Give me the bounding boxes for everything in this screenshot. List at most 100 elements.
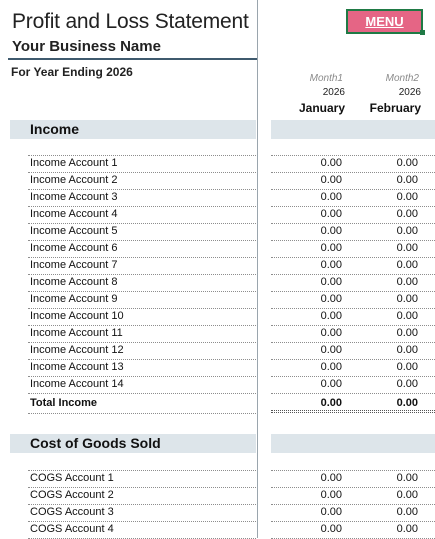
income-row-line-left bbox=[28, 393, 256, 394]
income-account-feb-cell[interactable]: 0.00 bbox=[396, 225, 418, 237]
income-account-feb-cell[interactable]: 0.00 bbox=[396, 259, 418, 271]
income-account-jan-cell[interactable]: 0.00 bbox=[320, 259, 342, 271]
income-row-line-right bbox=[271, 291, 435, 292]
income-account-feb-cell[interactable]: 0.00 bbox=[396, 293, 418, 305]
cogs-account-jan-cell[interactable]: 0.00 bbox=[320, 506, 342, 518]
income-account-jan-cell[interactable]: 0.00 bbox=[320, 378, 342, 390]
income-account-feb-cell[interactable]: 0.00 bbox=[396, 361, 418, 373]
income-account-label: Income Account 7 bbox=[30, 259, 118, 271]
column-divider bbox=[257, 0, 258, 538]
income-section-band bbox=[10, 120, 256, 139]
income-account-jan-cell[interactable]: 0.00 bbox=[320, 361, 342, 373]
income-account-feb-cell[interactable]: 0.00 bbox=[396, 208, 418, 220]
period-label[interactable]: For Year Ending 2026 bbox=[11, 65, 133, 79]
cogs-row-line-right bbox=[271, 521, 435, 522]
income-account-feb-cell[interactable]: 0.00 bbox=[396, 174, 418, 186]
income-account-label: Income Account 12 bbox=[30, 344, 124, 356]
menu-button[interactable]: MENU bbox=[346, 9, 423, 34]
cogs-section-band bbox=[10, 434, 256, 453]
cogs-row-line-left bbox=[28, 504, 256, 505]
cogs-row-line-right bbox=[271, 470, 435, 471]
income-section-band-right bbox=[271, 120, 435, 139]
income-account-jan-cell[interactable]: 0.00 bbox=[320, 242, 342, 254]
month-2-year[interactable]: 2026 bbox=[398, 87, 421, 98]
cogs-account-jan-cell[interactable]: 0.00 bbox=[320, 489, 342, 501]
income-row-line-right bbox=[271, 240, 435, 241]
cogs-account-jan-cell[interactable]: 0.00 bbox=[320, 523, 342, 535]
income-row-line-right bbox=[271, 257, 435, 258]
cogs-account-label: COGS Account 3 bbox=[30, 506, 114, 518]
income-total-feb: 0.00 bbox=[396, 397, 418, 409]
income-row-line-right bbox=[271, 274, 435, 275]
income-row-line-left bbox=[28, 240, 256, 241]
month-2-label: Month2 bbox=[385, 73, 419, 84]
income-account-jan-cell[interactable]: 0.00 bbox=[320, 191, 342, 203]
income-row-line-right bbox=[271, 359, 435, 360]
income-total-jan: 0.00 bbox=[320, 397, 342, 409]
income-row-line-right bbox=[271, 342, 435, 343]
income-account-jan-cell[interactable]: 0.00 bbox=[320, 276, 342, 288]
cogs-account-feb-cell[interactable]: 0.00 bbox=[396, 506, 418, 518]
cogs-account-label: COGS Account 1 bbox=[30, 472, 114, 484]
income-account-jan-cell[interactable]: 0.00 bbox=[320, 157, 342, 169]
cogs-account-label: COGS Account 4 bbox=[30, 523, 114, 535]
income-row-line-right bbox=[271, 189, 435, 190]
income-row-line-left bbox=[28, 206, 256, 207]
income-row-line-left bbox=[28, 359, 256, 360]
income-row-line-right bbox=[271, 393, 435, 394]
income-account-feb-cell[interactable]: 0.00 bbox=[396, 310, 418, 322]
income-row-line-left bbox=[28, 223, 256, 224]
income-account-feb-cell[interactable]: 0.00 bbox=[396, 344, 418, 356]
income-account-label: Income Account 13 bbox=[30, 361, 124, 373]
income-account-label: Income Account 10 bbox=[30, 310, 124, 322]
income-row-line-left bbox=[28, 291, 256, 292]
income-row-line-right bbox=[271, 376, 435, 377]
income-account-jan-cell[interactable]: 0.00 bbox=[320, 310, 342, 322]
income-account-jan-cell[interactable]: 0.00 bbox=[320, 208, 342, 220]
income-account-feb-cell[interactable]: 0.00 bbox=[396, 378, 418, 390]
cogs-account-jan-cell[interactable]: 0.00 bbox=[320, 472, 342, 484]
income-account-label: Income Account 3 bbox=[30, 191, 118, 203]
cogs-account-feb-cell[interactable]: 0.00 bbox=[396, 489, 418, 501]
income-account-feb-cell[interactable]: 0.00 bbox=[396, 327, 418, 339]
income-row-line-left bbox=[28, 376, 256, 377]
income-row-line-right bbox=[271, 325, 435, 326]
income-account-jan-cell[interactable]: 0.00 bbox=[320, 327, 342, 339]
cogs-row-line-right bbox=[271, 504, 435, 505]
income-account-label: Income Account 2 bbox=[30, 174, 118, 186]
income-account-label: Income Account 14 bbox=[30, 378, 124, 390]
month-1-name: January bbox=[298, 101, 345, 115]
income-account-label: Income Account 11 bbox=[30, 327, 123, 339]
income-row-line-left bbox=[28, 257, 256, 258]
income-total-double-line bbox=[271, 410, 435, 413]
income-account-jan-cell[interactable]: 0.00 bbox=[320, 344, 342, 356]
income-row-line-left bbox=[28, 308, 256, 309]
income-account-feb-cell[interactable]: 0.00 bbox=[396, 276, 418, 288]
income-account-label: Income Account 9 bbox=[30, 293, 118, 305]
income-account-label: Income Account 6 bbox=[30, 242, 118, 254]
month-1-year[interactable]: 2026 bbox=[322, 87, 345, 98]
cogs-account-feb-cell[interactable]: 0.00 bbox=[396, 472, 418, 484]
cogs-account-feb-cell[interactable]: 0.00 bbox=[396, 523, 418, 535]
income-account-jan-cell[interactable]: 0.00 bbox=[320, 174, 342, 186]
income-section-title: Income bbox=[30, 121, 80, 137]
income-row-line-right bbox=[271, 155, 435, 156]
cogs-row-line-left bbox=[28, 470, 256, 471]
cogs-row-line-left bbox=[28, 487, 256, 488]
income-row-line-left bbox=[28, 189, 256, 190]
income-row-line-left bbox=[28, 155, 256, 156]
income-account-feb-cell[interactable]: 0.00 bbox=[396, 242, 418, 254]
income-row-line-left bbox=[28, 274, 256, 275]
income-account-jan-cell[interactable]: 0.00 bbox=[320, 225, 342, 237]
income-row-line-right bbox=[271, 172, 435, 173]
cogs-section-band-right bbox=[271, 434, 435, 453]
statement-title: Profit and Loss Statement bbox=[12, 10, 249, 33]
business-name[interactable]: Your Business Name bbox=[12, 38, 161, 55]
income-account-feb-cell[interactable]: 0.00 bbox=[396, 191, 418, 203]
income-row-line-right bbox=[271, 206, 435, 207]
income-account-feb-cell[interactable]: 0.00 bbox=[396, 157, 418, 169]
income-row-line-right bbox=[271, 308, 435, 309]
income-account-jan-cell[interactable]: 0.00 bbox=[320, 293, 342, 305]
cogs-account-label: COGS Account 2 bbox=[30, 489, 114, 501]
income-account-label: Income Account 1 bbox=[30, 157, 118, 169]
